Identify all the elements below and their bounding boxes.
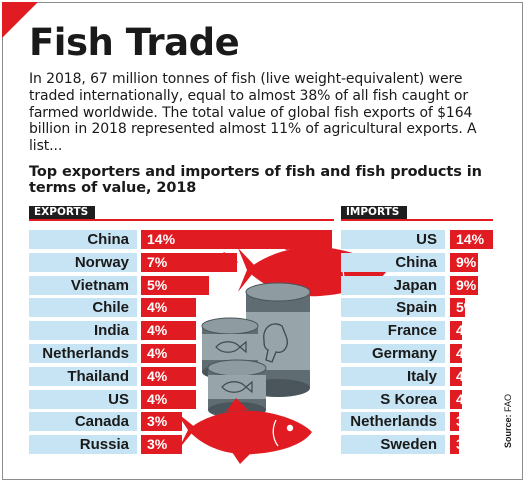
corner-accent (2, 2, 38, 38)
import-value-bar: 9% (450, 253, 478, 272)
import-country-label: Germany (341, 344, 445, 363)
export-value-label: 4% (147, 299, 168, 315)
infographic-frame (2, 2, 523, 480)
export-value-label: 4% (147, 368, 168, 384)
export-value-label: 7% (147, 254, 168, 270)
export-value-label: 14% (147, 231, 176, 247)
import-country-label: Japan (341, 276, 445, 295)
import-value-label: 3% (456, 413, 477, 429)
import-value-label: 5% (456, 299, 477, 315)
import-value-label: 9% (456, 254, 477, 270)
import-value-bar: 3% (450, 412, 476, 431)
import-country-label: Spain (341, 298, 445, 317)
export-country-label: Chile (29, 298, 137, 317)
export-value-bar: 7% (141, 253, 237, 272)
import-value-bar: 3% (450, 435, 476, 454)
export-value-label: 3% (147, 413, 168, 429)
source-label: Source: (503, 414, 513, 448)
export-value-bar: 3% (141, 435, 182, 454)
chart-subtitle: Top exporters and importers of fish and … (29, 164, 482, 196)
import-value-bar: 5% (450, 298, 476, 317)
export-value-label: 4% (147, 322, 168, 338)
import-value-label: 3% (456, 436, 477, 452)
import-country-label: Sweden (341, 435, 445, 454)
export-value-bar: 5% (141, 276, 209, 295)
page-title: Fish Trade (29, 21, 240, 64)
export-value-bar: 4% (141, 298, 196, 317)
exports-header-rule (29, 219, 334, 221)
export-country-label: India (29, 321, 137, 340)
import-country-label: Italy (341, 367, 445, 386)
export-value-label: 3% (147, 436, 168, 452)
export-value-bar: 3% (141, 412, 182, 431)
import-value-label: 4% (456, 368, 477, 384)
import-value-bar: 4% (450, 390, 476, 409)
tin-can-icon (245, 282, 311, 397)
export-country-label: Vietnam (29, 276, 137, 295)
import-value-label: 4% (456, 322, 477, 338)
export-value-bar: 4% (141, 321, 196, 340)
export-value-label: 4% (147, 345, 168, 361)
import-value-bar: 14% (450, 230, 493, 249)
export-country-label: US (29, 390, 137, 409)
export-country-label: Norway (29, 253, 137, 272)
import-country-label: S Korea (341, 390, 445, 409)
fish-icon (176, 398, 312, 464)
source-value: FAO (503, 393, 513, 412)
import-value-label: 9% (456, 277, 477, 293)
import-country-label: France (341, 321, 445, 340)
import-value-label: 14% (456, 231, 485, 247)
export-value-label: 4% (147, 391, 168, 407)
export-value-bar: 4% (141, 344, 196, 363)
import-value-bar: 4% (450, 367, 476, 386)
imports-header-rule (341, 219, 493, 221)
source-credit: Source: FAO (503, 394, 513, 448)
export-value-bar: 4% (141, 367, 196, 386)
import-country-label: US (341, 230, 445, 249)
export-country-label: Netherlands (29, 344, 137, 363)
export-country-label: Canada (29, 412, 137, 431)
import-country-label: China (341, 253, 445, 272)
export-country-label: Russia (29, 435, 137, 454)
export-country-label: Thailand (29, 367, 137, 386)
export-value-bar: 14% (141, 230, 332, 249)
import-value-label: 4% (456, 345, 477, 361)
import-value-bar: 9% (450, 276, 478, 295)
import-value-bar: 4% (450, 321, 476, 340)
import-country-label: Netherlands (341, 412, 445, 431)
imports-header: IMPORTS (341, 206, 407, 219)
export-value-label: 5% (147, 277, 168, 293)
export-value-bar: 4% (141, 390, 196, 409)
export-country-label: China (29, 230, 137, 249)
intro-text: In 2018, 67 million tonnes of fish (live… (29, 71, 477, 155)
import-value-label: 4% (456, 391, 477, 407)
exports-header: EXPORTS (29, 206, 95, 219)
import-value-bar: 4% (450, 344, 476, 363)
